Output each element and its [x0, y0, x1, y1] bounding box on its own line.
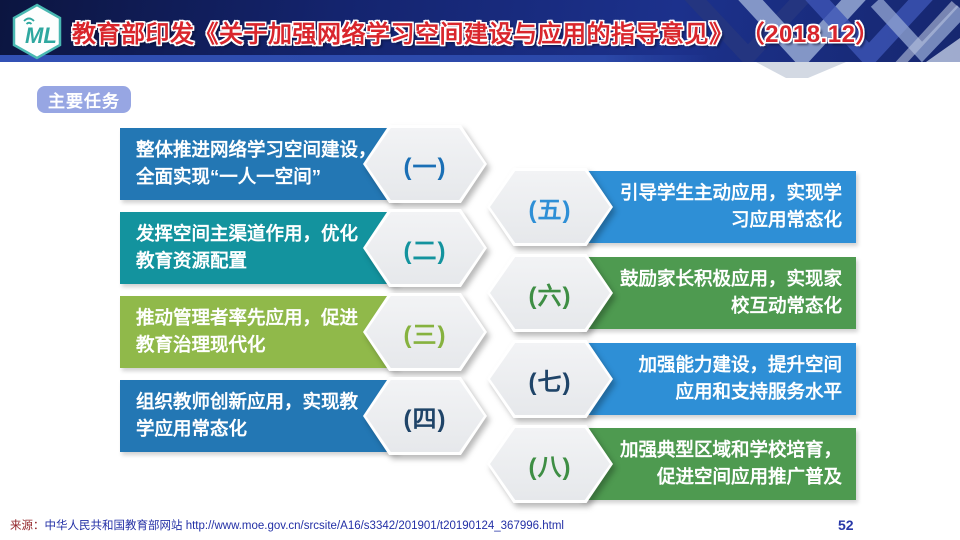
page-title: 教育部印发《关于加强网络学习空间建设与应用的指导意见》 （2018.12）	[72, 20, 880, 48]
logo-icon: ML	[12, 3, 62, 60]
task-number-8: (八)	[528, 453, 572, 481]
hexagon-fill	[366, 380, 484, 452]
task-text-2: 发挥空间主渠道作用，优化 教育资源配置	[136, 223, 359, 271]
section-badge: 主要任务	[37, 86, 131, 113]
task-text-8: 加强典型区域和学校培育， 促进空间应用推广普及	[619, 439, 842, 487]
hexagon-fill	[490, 257, 610, 329]
source-label: 来源：	[10, 520, 45, 532]
task-hexagon-5: (五)	[487, 168, 613, 246]
hexagon-fill	[490, 171, 610, 243]
header-chevron-decoration	[684, 0, 960, 62]
task-bar-8: 加强典型区域和学校培育， 促进空间应用推广普及	[580, 428, 856, 500]
task-bar-2: 发挥空间主渠道作用，优化 教育资源配置	[120, 212, 398, 284]
task-text-3: 推动管理者率先应用，促进 教育治理现代化	[136, 307, 359, 355]
task-number-4: (四)	[403, 405, 447, 433]
under-header-decoration	[756, 62, 846, 78]
task-hexagon-6: (六)	[487, 254, 613, 332]
task-bar-4: 组织教师创新应用，实现教 学应用常态化	[120, 380, 398, 452]
task-number-1: (一)	[403, 153, 447, 181]
task-number-2: (二)	[403, 237, 447, 265]
task-bar-5: 引导学生主动应用，实现学 习应用常态化	[580, 171, 856, 243]
task-bar-6: 鼓励家长积极应用，实现家 校互动常态化	[580, 257, 856, 329]
header-accent-strip	[0, 55, 710, 62]
header-bar: ML 教育部印发《关于加强网络学习空间建设与应用的指导意见》 （2018.12）	[0, 0, 960, 62]
task-number-3: (三)	[403, 321, 447, 349]
task-text-4: 组织教师创新应用，实现教 学应用常态化	[136, 391, 359, 439]
task-text-7: 加强能力建设，提升空间 应用和支持服务水平	[638, 354, 842, 402]
task-number-6: (六)	[528, 282, 572, 310]
task-bar-3: 推动管理者率先应用，促进 教育治理现代化	[120, 296, 398, 368]
task-text-1: 整体推进网络学习空间建设， 全面实现“一人一空间”	[136, 139, 377, 187]
hexagon-fill	[366, 296, 484, 368]
task-bar-1: 整体推进网络学习空间建设， 全面实现“一人一空间”	[120, 128, 398, 200]
page-number: 52	[838, 517, 854, 533]
task-text-5: 引导学生主动应用，实现学 习应用常态化	[619, 182, 842, 230]
task-hexagon-4: (四)	[363, 377, 487, 455]
task-hexagon-8: (八)	[487, 425, 613, 503]
task-text-6: 鼓励家长积极应用，实现家 校互动常态化	[619, 268, 842, 316]
task-number-5: (五)	[528, 196, 572, 224]
task-hexagon-7: (七)	[487, 340, 613, 418]
task-hexagon-1: (一)	[363, 125, 487, 203]
source-line: 来源：中华人民共和国教育部网站 http://www.moe.gov.cn/sr…	[10, 517, 564, 533]
svg-text:ML: ML	[25, 23, 57, 48]
source-url: 中华人民共和国教育部网站 http://www.moe.gov.cn/srcsi…	[44, 520, 564, 532]
hexagon-fill	[366, 128, 484, 200]
task-bar-7: 加强能力建设，提升空间 应用和支持服务水平	[580, 343, 856, 415]
hexagon-fill	[490, 343, 610, 415]
hexagon-fill	[490, 428, 610, 500]
hexagon-fill	[366, 212, 484, 284]
task-hexagon-2: (二)	[363, 209, 487, 287]
task-number-7: (七)	[528, 368, 572, 396]
task-hexagon-3: (三)	[363, 293, 487, 371]
